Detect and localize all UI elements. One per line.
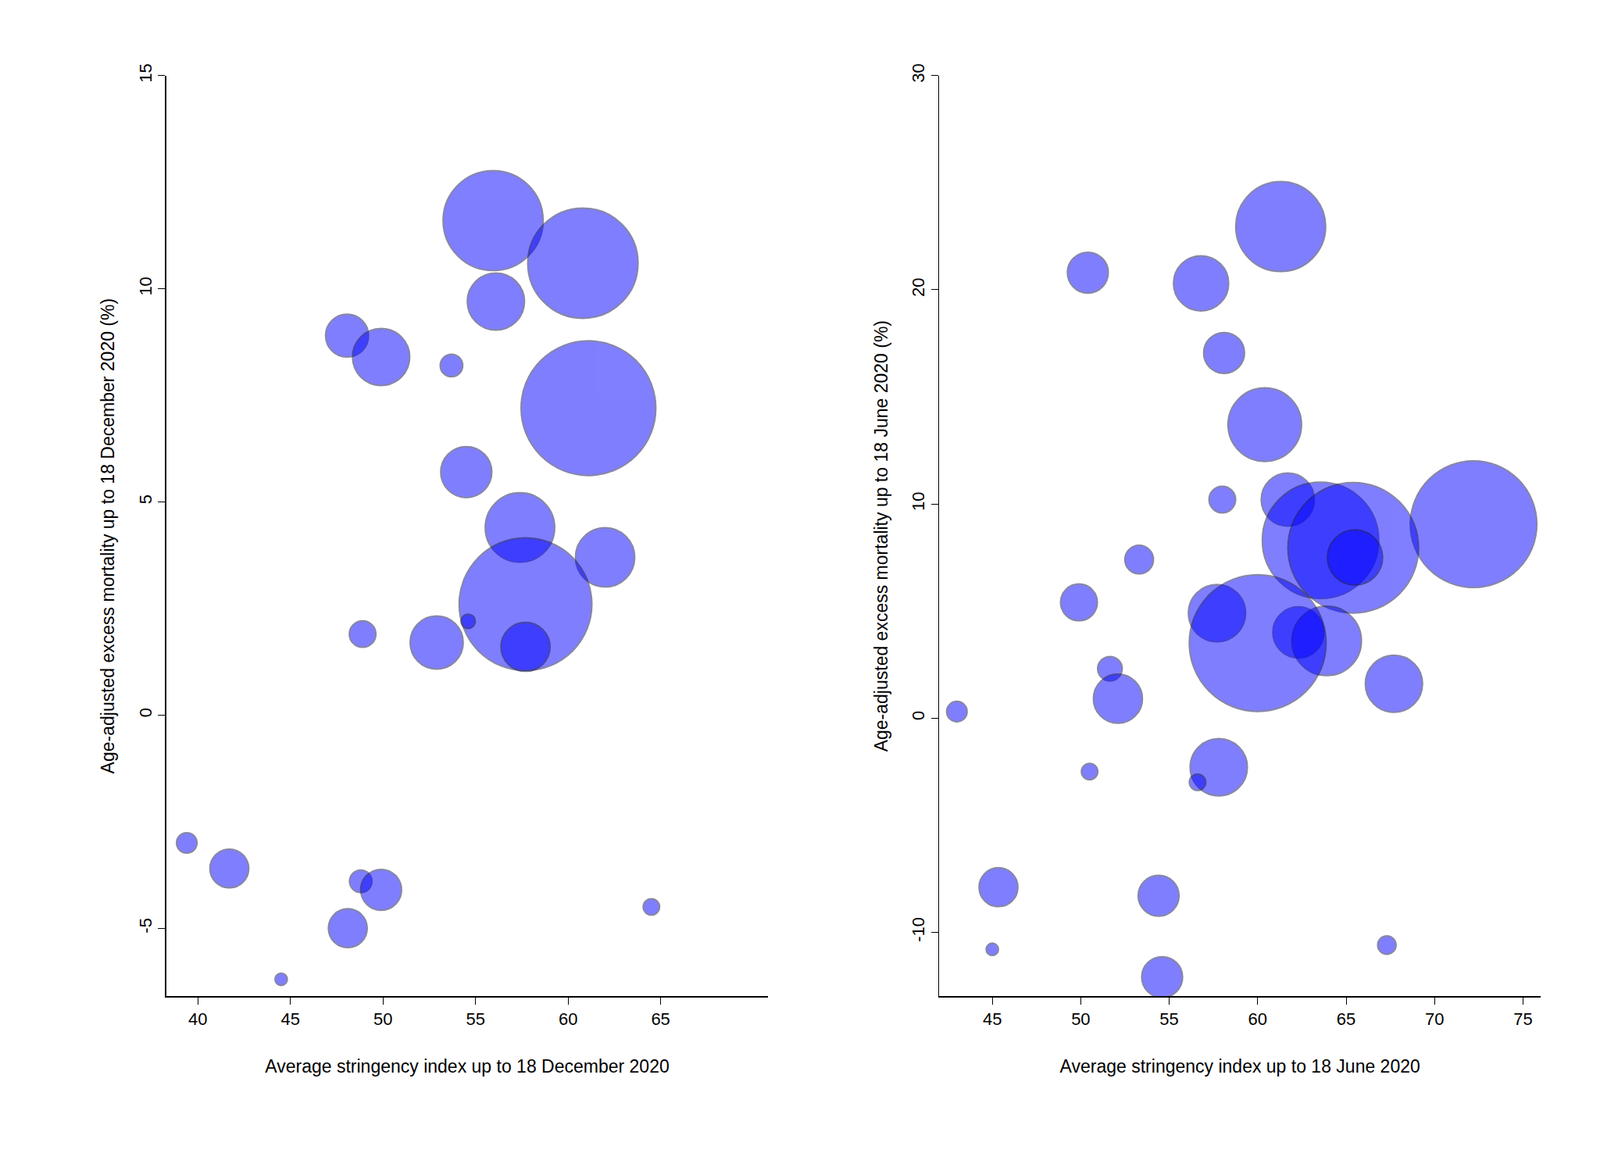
- svg-text:40: 40: [188, 1009, 208, 1029]
- svg-text:20: 20: [908, 277, 929, 297]
- svg-text:-10: -10: [908, 917, 929, 943]
- svg-text:10: 10: [908, 491, 929, 511]
- svg-text:55: 55: [1159, 1009, 1179, 1029]
- svg-text:70: 70: [1425, 1009, 1444, 1029]
- svg-text:5: 5: [135, 494, 156, 504]
- svg-text:Age-adjusted excess mortality: Age-adjusted excess mortality up to 18 D…: [97, 298, 118, 775]
- svg-text:Age-adjusted excess mortality: Age-adjusted excess mortality up to 18 J…: [871, 320, 892, 752]
- svg-text:0: 0: [908, 710, 929, 721]
- svg-text:15: 15: [135, 63, 156, 83]
- svg-text:55: 55: [465, 1009, 485, 1029]
- svg-text:50: 50: [1071, 1009, 1090, 1029]
- svg-text:65: 65: [1336, 1009, 1356, 1029]
- svg-text:45: 45: [280, 1009, 300, 1029]
- svg-text:Average stringency index up to: Average stringency index up to 18 June 2…: [1060, 1056, 1421, 1077]
- svg-text:60: 60: [558, 1009, 578, 1029]
- svg-text:Average stringency index up to: Average stringency index up to 18 Decemb…: [264, 1056, 669, 1077]
- svg-text:50: 50: [373, 1009, 393, 1029]
- svg-text:65: 65: [650, 1009, 670, 1029]
- svg-text:45: 45: [982, 1009, 1002, 1029]
- svg-text:75: 75: [1513, 1009, 1533, 1029]
- svg-text:0: 0: [135, 707, 156, 718]
- svg-text:60: 60: [1248, 1009, 1268, 1029]
- svg-text:30: 30: [908, 63, 929, 83]
- svg-text:10: 10: [135, 276, 156, 296]
- svg-text:-5: -5: [135, 917, 156, 934]
